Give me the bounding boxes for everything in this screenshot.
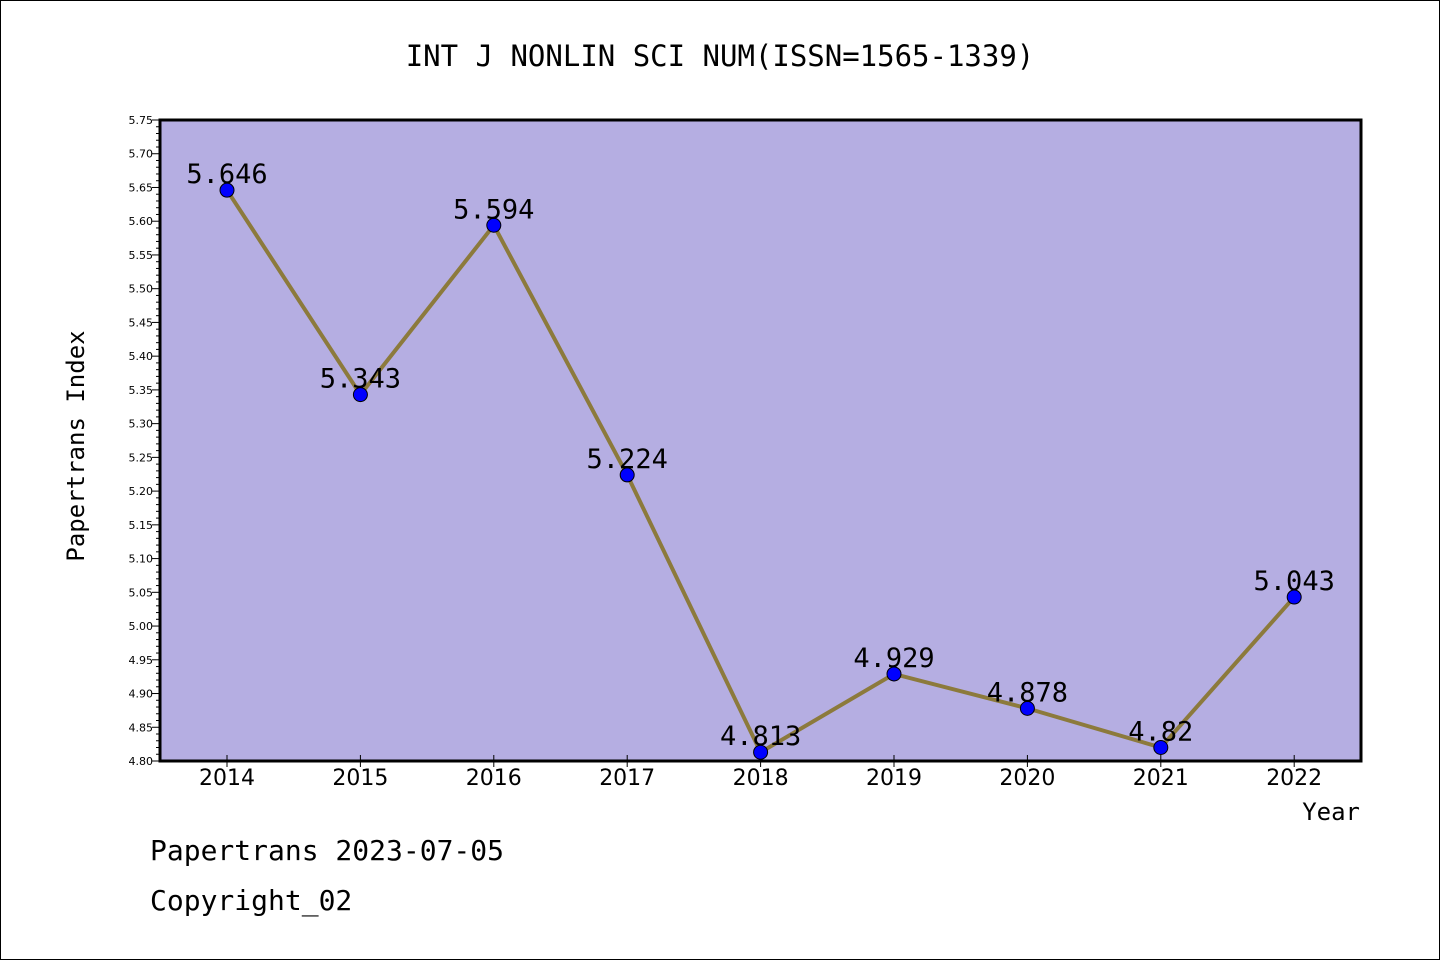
y-tick-label: 5.45 <box>129 316 154 329</box>
data-point <box>753 744 769 760</box>
data-label: 4.878 <box>987 677 1068 708</box>
y-tick-label: 5.60 <box>129 215 154 228</box>
data-label: 5.646 <box>186 159 267 190</box>
plot-area <box>158 118 1363 763</box>
y-tick-label: 5.75 <box>129 114 154 127</box>
y-tick-label: 5.65 <box>129 181 154 194</box>
y-tick-label: 5.20 <box>129 485 154 498</box>
y-axis-label: Papertrans Index <box>62 330 90 561</box>
data-point <box>1286 589 1302 605</box>
data-label: 4.929 <box>853 643 934 674</box>
x-tick-label: 2017 <box>599 766 655 791</box>
footer-date: Papertrans 2023-07-05 <box>150 834 505 867</box>
x-tick-label: 2018 <box>733 766 789 791</box>
y-tick-label: 4.90 <box>129 688 154 701</box>
y-tick-label: 5.70 <box>129 148 154 161</box>
data-point <box>219 182 235 198</box>
x-tick-label: 2021 <box>1133 766 1189 791</box>
y-tick-label: 4.80 <box>129 755 154 768</box>
data-point <box>619 467 635 483</box>
y-tick-label: 5.00 <box>129 620 154 633</box>
y-tick-label: 5.30 <box>129 418 154 431</box>
data-label: 5.224 <box>587 444 668 475</box>
x-axis: 2014 2015 2016 2017 2018 2019 2020 2021 2022 <box>199 755 1322 791</box>
y-tick-label: 5.40 <box>129 350 154 363</box>
footer-copyright: Copyright_02 <box>150 884 353 917</box>
data-point <box>352 387 368 403</box>
series-group <box>219 182 1302 760</box>
y-tick-label: 5.55 <box>129 249 154 262</box>
x-tick-label: 2015 <box>332 766 388 791</box>
y-tick-label: 5.25 <box>129 451 154 464</box>
data-point <box>886 666 902 682</box>
data-label: 5.594 <box>453 194 534 225</box>
x-tick-label: 2019 <box>866 766 922 791</box>
y-tick-label: 5.10 <box>129 553 154 566</box>
y-tick-label: 4.95 <box>129 654 154 667</box>
x-tick-label: 2022 <box>1266 766 1322 791</box>
data-label: 4.82 <box>1128 717 1193 748</box>
data-point <box>1019 700 1035 716</box>
x-tick-label: 2020 <box>999 766 1055 791</box>
data-label: 5.043 <box>1254 566 1335 597</box>
x-tick-label: 2014 <box>199 766 255 791</box>
data-point <box>486 217 502 233</box>
chart-title: INT J NONLIN SCI NUM(ISSN=1565-1339) <box>406 39 1035 73</box>
y-tick-label: 5.50 <box>129 283 154 296</box>
y-tick-label: 5.35 <box>129 384 154 397</box>
data-label: 4.813 <box>720 721 801 752</box>
x-tick-label: 2016 <box>466 766 522 791</box>
y-tick-label: 5.15 <box>129 519 154 532</box>
y-tick-label: 4.85 <box>129 721 154 734</box>
data-point <box>1153 740 1169 756</box>
data-label: 5.343 <box>320 364 401 395</box>
x-axis-label: Year <box>1302 798 1360 826</box>
y-axis: 4.80 4.85 4.90 4.95 5.00 5.05 5.10 5.15 5.20 5.25… <box>129 114 160 768</box>
data-labels: 5.646 5.343 5.594 5.224 4.813 4.929 4.878 4.82 5… <box>186 159 1334 752</box>
y-tick-label: 5.05 <box>129 586 154 599</box>
